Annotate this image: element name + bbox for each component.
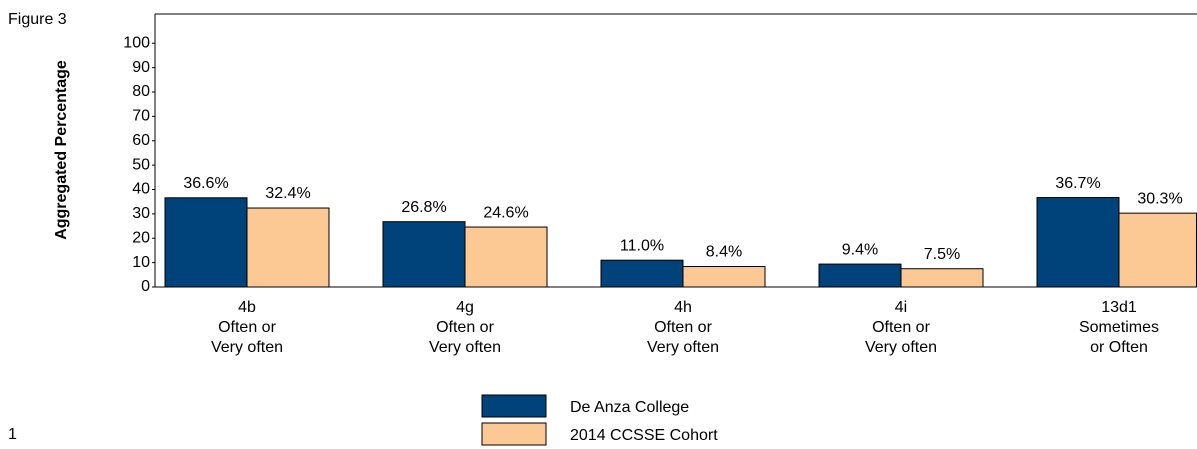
bar: [1118, 212, 1197, 288]
x-tick-label: 4b: [238, 299, 256, 316]
x-tick-label: 4g: [456, 299, 474, 316]
legend-label: 2014 CCSSE Cohort: [570, 427, 718, 444]
y-tick-label: 80: [132, 83, 150, 100]
x-tick-label: Often or: [218, 319, 276, 336]
y-tick-label: 40: [132, 181, 150, 198]
y-tick-label: 30: [132, 205, 150, 222]
x-tick-label: Sometimes: [1079, 319, 1159, 336]
y-tick-label: 20: [132, 229, 150, 246]
y-tick-label: 100: [123, 34, 150, 51]
y-tick-label: 90: [132, 59, 150, 76]
legend-label: De Anza College: [570, 399, 689, 416]
page-number: 1: [8, 426, 17, 443]
value-label: 24.6%: [483, 204, 528, 221]
y-tick-label: 70: [132, 108, 150, 125]
value-label: 32.4%: [265, 185, 310, 202]
x-tick-label: Often or: [436, 319, 494, 336]
bar: [246, 207, 330, 288]
y-tick-label: 50: [132, 156, 150, 173]
x-tick-label: Often or: [872, 319, 930, 336]
y-tick-label: 0: [141, 278, 150, 295]
value-label: 7.5%: [924, 246, 960, 263]
bar: [382, 221, 466, 288]
figure-label: Figure 3: [8, 11, 67, 28]
value-label: 36.6%: [183, 175, 228, 192]
y-tick-label: 10: [132, 254, 150, 271]
value-label: 11.0%: [620, 237, 664, 254]
bar: [682, 266, 766, 288]
legend-swatch: [481, 394, 547, 418]
x-tick-label: Very often: [865, 339, 937, 356]
x-tick-label: Often or: [654, 319, 712, 336]
bar: [600, 259, 684, 288]
bar: [164, 197, 248, 288]
bar: [464, 226, 548, 288]
value-label: 8.4%: [706, 244, 742, 261]
value-label: 26.8%: [401, 199, 446, 216]
x-tick-label: Very often: [429, 339, 501, 356]
x-tick-label: 4h: [674, 299, 692, 316]
legend-swatch: [481, 422, 547, 446]
y-axis-label: Aggregated Percentage: [53, 60, 70, 240]
y-tick-label: 60: [132, 132, 150, 149]
x-tick-label: 13d1: [1101, 299, 1137, 316]
x-tick-label: or Often: [1090, 339, 1148, 356]
x-tick-label: Very often: [211, 339, 283, 356]
value-label: 9.4%: [842, 241, 878, 258]
bar: [1036, 197, 1120, 288]
bar: [900, 268, 984, 288]
x-tick-label: Very often: [647, 339, 719, 356]
x-tick-label: 4i: [895, 299, 907, 316]
value-label: 30.3%: [1137, 190, 1182, 207]
bar: [818, 263, 902, 288]
value-label: 36.7%: [1055, 175, 1100, 192]
